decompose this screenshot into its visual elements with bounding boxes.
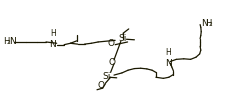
Text: Si: Si	[102, 72, 111, 81]
Text: 2: 2	[208, 22, 212, 27]
Text: N: N	[9, 38, 16, 46]
Text: H: H	[3, 38, 9, 46]
Text: N: N	[49, 40, 56, 49]
Text: 2: 2	[6, 40, 10, 45]
Text: H: H	[165, 48, 170, 57]
Text: O: O	[107, 39, 114, 48]
Text: N: N	[200, 19, 207, 28]
Text: N: N	[164, 59, 171, 68]
Text: O: O	[97, 81, 104, 90]
Text: H: H	[205, 19, 211, 28]
Text: Si: Si	[117, 34, 126, 43]
Text: O: O	[108, 58, 115, 67]
Text: H: H	[50, 29, 55, 38]
